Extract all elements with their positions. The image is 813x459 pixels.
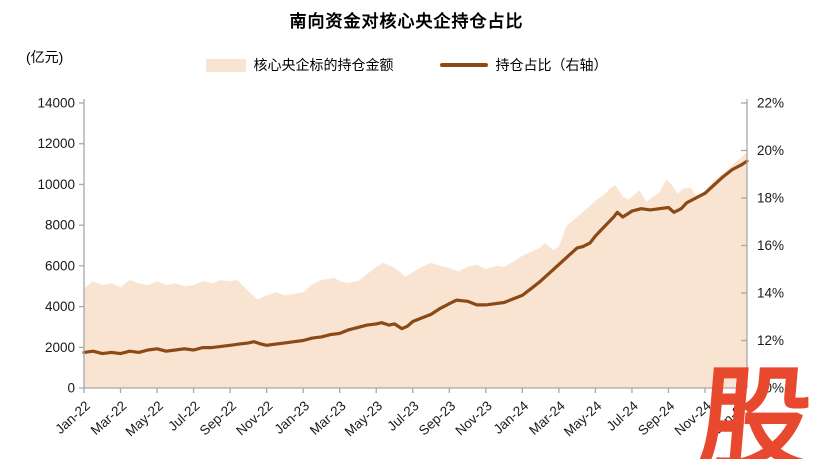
left-axis-tick-label: 14000 bbox=[37, 96, 75, 111]
right-axis-tick-label: 20% bbox=[757, 143, 784, 158]
left-axis-tick-label: 6000 bbox=[45, 258, 75, 273]
left-axis-tick-label: 8000 bbox=[45, 218, 75, 233]
x-axis-tick-label: Jan-24 bbox=[491, 398, 532, 437]
right-axis-tick-label: 12% bbox=[757, 333, 784, 348]
right-axis-tick-label: 22% bbox=[757, 96, 784, 111]
holdings-area-series bbox=[84, 152, 747, 388]
right-axis-tick-label: 14% bbox=[757, 286, 784, 301]
area-series-swatch bbox=[205, 58, 246, 72]
ratio-line-series bbox=[82, 159, 749, 356]
legend: 核心央企标的持仓金额 持仓占比（右轴） bbox=[0, 55, 813, 75]
right-axis-tick-label: 10% bbox=[757, 381, 784, 396]
left-axis-tick-label: 10000 bbox=[37, 177, 75, 192]
right-axis-tick-label: 18% bbox=[757, 191, 784, 206]
left-axis-tick-label: 12000 bbox=[37, 136, 75, 151]
x-axis-tick-label: May-24 bbox=[561, 398, 605, 440]
x-axis-tick-label: Jan-22 bbox=[52, 398, 93, 437]
line-series-swatch bbox=[439, 63, 488, 67]
x-axis-tick-label: Mar-22 bbox=[88, 398, 130, 438]
left-axis-tick-label: 4000 bbox=[45, 299, 75, 314]
legend-item-area: 核心央企标的持仓金额 bbox=[205, 55, 394, 75]
x-axis-tick-label: Mar-24 bbox=[526, 398, 568, 438]
x-axis-tick-label: Nov-22 bbox=[233, 398, 275, 438]
x-axis-tick-label: Sep-24 bbox=[635, 398, 678, 439]
legend-area-label: 核心央企标的持仓金额 bbox=[253, 57, 394, 73]
x-axis-tick-label: Nov-23 bbox=[452, 398, 494, 438]
left-axis-tick-label: 2000 bbox=[45, 340, 75, 355]
right-axis-tick-label: 16% bbox=[757, 238, 784, 253]
legend-line-label: 持仓占比（右轴） bbox=[495, 57, 608, 73]
x-axis-tick-label: May-23 bbox=[342, 398, 385, 439]
x-axis-tick-label: Sep-22 bbox=[197, 398, 239, 438]
left-axis-tick-label: 0 bbox=[67, 381, 75, 396]
x-axis-tick-label: Jan-23 bbox=[271, 398, 312, 437]
left-axis-unit-label: (亿元) bbox=[26, 49, 64, 65]
x-axis-tick-label: Sep-23 bbox=[416, 398, 458, 438]
chart-title: 南向资金对核心央企持仓占比 bbox=[289, 12, 524, 31]
legend-item-line: 持仓占比（右轴） bbox=[439, 55, 608, 75]
x-axis-tick-label: Mar-23 bbox=[307, 398, 349, 438]
watermark-text: 股 bbox=[693, 358, 813, 459]
x-axis-tick-label: May-22 bbox=[123, 398, 166, 439]
